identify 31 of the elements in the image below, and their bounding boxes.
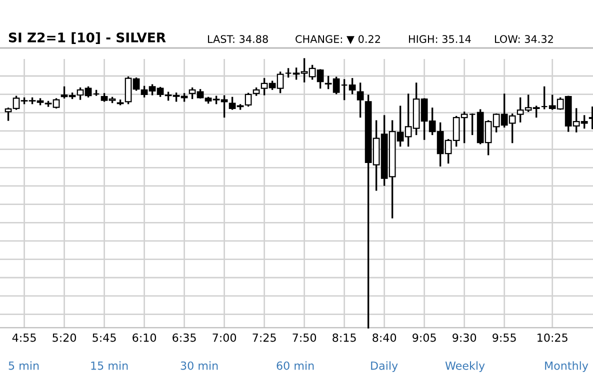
- candlestick: [540, 86, 548, 110]
- x-tick-label: 7:25: [252, 333, 276, 342]
- text: 5 min: [8, 361, 39, 370]
- text: LOW: 34.32: [495, 35, 553, 43]
- x-tick-label: 10:25: [538, 333, 568, 342]
- text: Monthly: [545, 361, 588, 372]
- text: LAST: 34.88: [208, 35, 268, 43]
- text: HIGH: 35.14: [409, 35, 471, 43]
- x-tick-label: 9:30: [452, 333, 476, 342]
- candlestick: [92, 90, 100, 96]
- x-tick-label: 9:55: [492, 333, 516, 342]
- x-tick-label: 8:15: [332, 333, 356, 342]
- x-tick-label: 6:10: [132, 333, 156, 342]
- x-tick-label: 7:50: [292, 333, 316, 342]
- text: 30 min: [180, 361, 218, 370]
- x-tick-label: 4:55: [12, 334, 36, 342]
- x-tick-label: 5:45: [92, 334, 116, 342]
- text: 15 min: [91, 361, 128, 370]
- chart-title: SI Z2=1 [10] - SILVER: [8, 32, 166, 44]
- candlestick: [348, 78, 356, 94]
- text: Weekly: [445, 361, 485, 372]
- x-tick-label: 9:05: [412, 333, 436, 342]
- text: 60 min: [276, 361, 314, 370]
- x-tick-label: 8:40: [372, 333, 396, 342]
- x-tick-label: 5:20: [52, 333, 76, 342]
- candlestick: [284, 68, 292, 78]
- text: Daily: [371, 361, 398, 372]
- candlestick: [356, 82, 364, 118]
- text: CHANGE: ▼ 0.22: [296, 35, 380, 44]
- x-tick-label: 7:00: [212, 333, 236, 342]
- x-tick-label: 6:35: [172, 333, 196, 342]
